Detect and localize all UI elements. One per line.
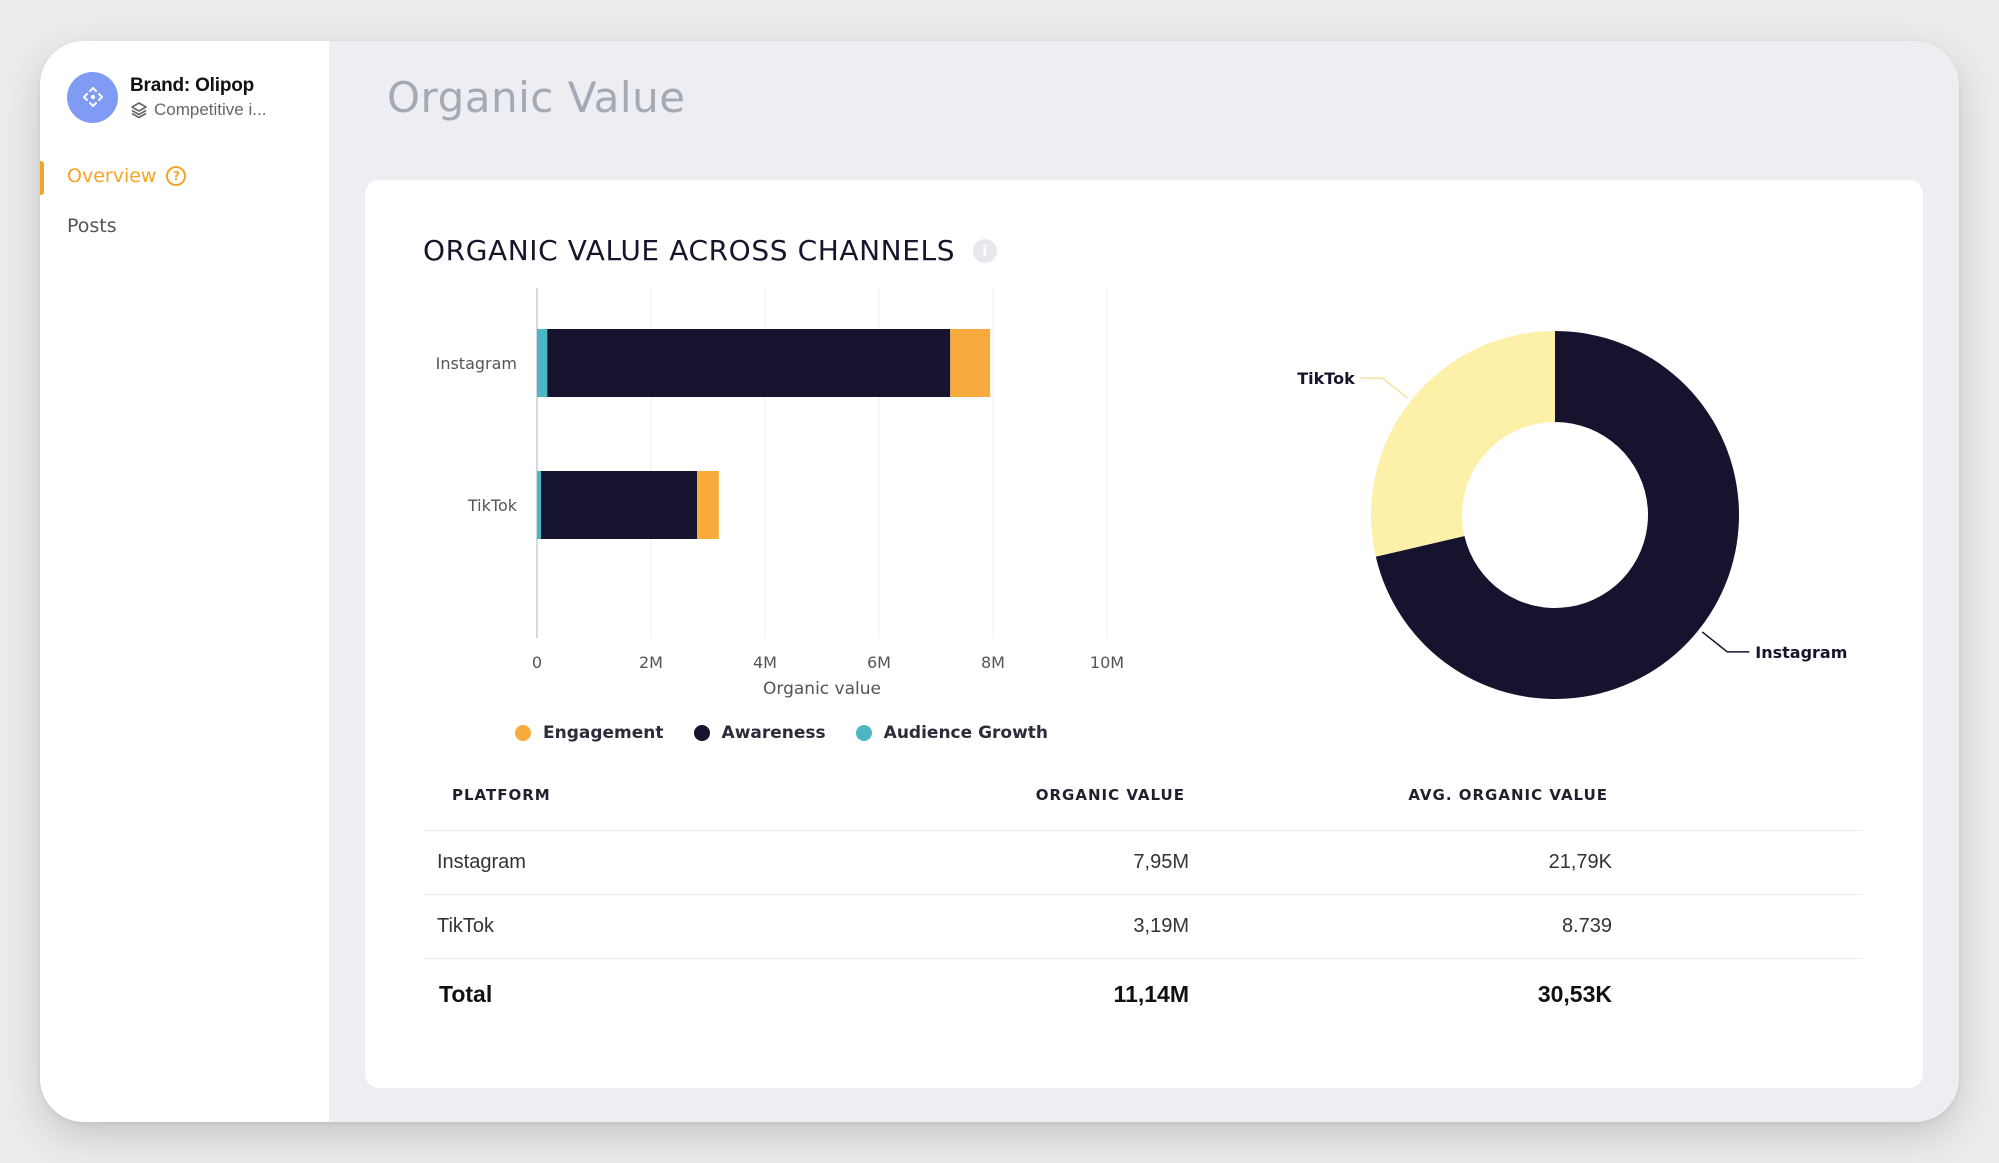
donut-slice-instagram (1375, 331, 1739, 699)
legend-label: Awareness (721, 723, 826, 743)
sidebar-item-overview[interactable]: Overview ? (67, 165, 187, 187)
brand-subtitle: Competitive i... (154, 99, 267, 119)
sidebar-item-posts[interactable]: Posts (67, 215, 117, 237)
brand-header[interactable]: Brand: Olipop Competitive i... (67, 70, 266, 124)
donut-label-tiktok: TikTok (1297, 369, 1355, 388)
legend-dot-audience-growth (855, 725, 872, 741)
cell-organic-value: 7,95M (1133, 851, 1189, 873)
move-arrows-icon (82, 87, 103, 107)
column-header-avg-organic-value[interactable]: AVG. ORGANIC VALUE (1408, 786, 1608, 804)
legend-label: Engagement (543, 723, 664, 743)
cell-avg-organic-value: 21,79K (1548, 851, 1612, 873)
cell-platform: Instagram (437, 851, 526, 873)
bar-instagram-engagement (950, 329, 991, 397)
brand-name: Brand: Olipop (130, 74, 255, 96)
x-tick-label: 4M (753, 653, 777, 672)
legend-item-audience-growth[interactable]: Audience Growth (855, 723, 1049, 743)
legend-dot-engagement (515, 725, 531, 741)
cell-total-avg-organic-value: 30,53K (1537, 981, 1612, 1007)
cell-organic-value: 3,19M (1133, 915, 1189, 937)
column-header-platform[interactable]: PLATFORM (452, 786, 551, 804)
x-tick-label: 2M (639, 653, 663, 672)
layers-icon (131, 101, 147, 118)
donut-leader-line (1360, 377, 1409, 399)
donut-leader-line (1701, 631, 1750, 653)
table-row[interactable]: TikTok 3,19M 8.739 (423, 894, 1863, 959)
x-tick-label: 0 (532, 653, 542, 672)
donut-slice-tiktok (1371, 331, 1555, 557)
legend-item-engagement[interactable]: Engagement (515, 723, 664, 743)
x-axis-label: Organic value (763, 679, 881, 699)
bar-tiktok-audience-growth (537, 471, 541, 539)
column-header-organic-value[interactable]: ORGANIC VALUE (1035, 786, 1185, 804)
bar-chart-legend: Engagement Awareness Audience Growth (515, 723, 1078, 743)
legend-label: Audience Growth (883, 723, 1049, 743)
bar-tiktok-awareness (540, 471, 698, 539)
legend-dot-awareness (693, 725, 710, 741)
sidebar-item-label: Overview (67, 165, 157, 187)
organic-value-card: ORGANIC VALUE ACROSS CHANNELS i 0 2M 4M 6M 8… (365, 180, 1923, 1088)
charts-canvas: 0 2M 4M 6M 8M 10M Organic value Instagram TikTok… (436, 288, 1847, 699)
legend-item-awareness[interactable]: Awareness (693, 723, 826, 743)
sidebar: Brand: Olipop Competitive i... Overview … (40, 41, 329, 1122)
cell-avg-organic-value: 8.739 (1561, 915, 1612, 937)
help-icon[interactable]: ? (166, 166, 187, 186)
x-tick-label: 6M (867, 653, 891, 672)
bar-instagram-audience-growth (537, 329, 548, 397)
cell-total-organic-value: 11,14M (1113, 981, 1189, 1007)
table-row[interactable]: Instagram 7,95M 21,79K (423, 830, 1863, 895)
y-category-label: TikTok (467, 496, 518, 515)
x-tick-label: 10M (1090, 653, 1124, 672)
app-window: Brand: Olipop Competitive i... Overview … (40, 41, 1959, 1122)
bar-tiktok-engagement (697, 471, 719, 539)
cell-platform: TikTok (437, 915, 495, 937)
card-title: ORGANIC VALUE ACROSS CHANNELS (423, 234, 956, 267)
bar-instagram-awareness (547, 329, 951, 397)
page-title: Organic Value (387, 73, 686, 122)
cell-total-label: Total (439, 981, 493, 1007)
sidebar-item-label: Posts (67, 215, 117, 237)
active-nav-indicator (40, 161, 44, 195)
donut-label-instagram: Instagram (1755, 643, 1847, 662)
y-category-label: Instagram (436, 354, 517, 373)
x-tick-label: 8M (981, 653, 1005, 672)
brand-avatar (67, 71, 118, 123)
info-icon[interactable]: i (973, 238, 998, 263)
table-total-row: Total 11,14M 30,53K (423, 958, 1863, 1023)
